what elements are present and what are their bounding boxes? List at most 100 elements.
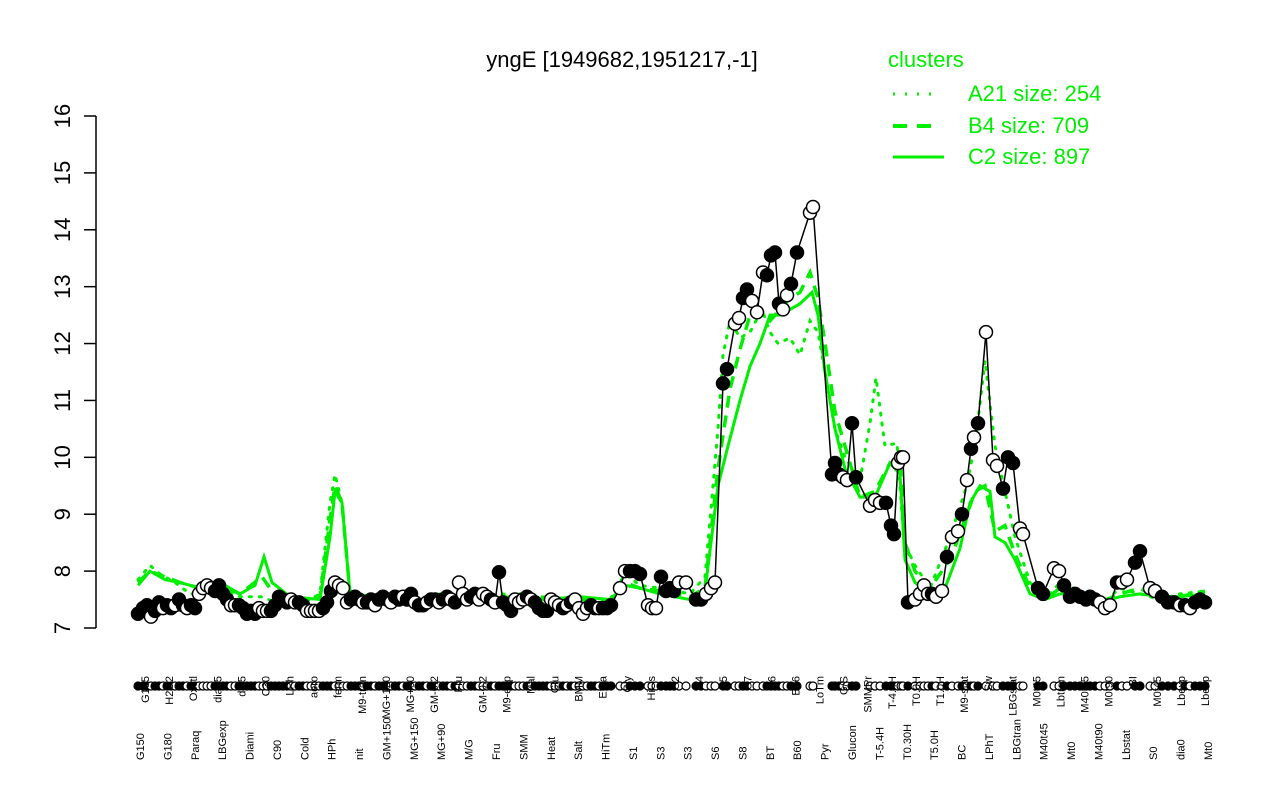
data-point (844, 415, 860, 431)
x-tick-label-bottom: nit (354, 748, 366, 760)
data-point (1005, 455, 1021, 471)
x-tick-label-bottom: LPhT (984, 733, 996, 760)
x-tick-label-top: Sw (983, 676, 995, 691)
cluster-line-dotted (136, 305, 1207, 608)
y-tick-label: 16 (50, 104, 75, 128)
x-tick-label-top: S4 (694, 676, 706, 689)
x-tick-label-bottom: T0.30H (902, 724, 914, 760)
x-tick-label-bottom: Glucon (847, 725, 859, 760)
y-tick-label: 13 (50, 274, 75, 298)
x-tick-label-top: Glu (550, 676, 562, 693)
x-tick-label-bottom: Pyr (820, 743, 832, 760)
data-point (1035, 586, 1051, 602)
cluster-line-dashed (136, 267, 1206, 605)
x-tick-label-bottom: S8 (737, 747, 749, 760)
x-tick-label-bottom: S0 (1148, 747, 1160, 760)
data-point (1056, 578, 1072, 593)
x-tick-label-top: M40t45 (1080, 676, 1092, 713)
data-point (335, 580, 351, 596)
y-tick-label: 12 (50, 331, 75, 355)
x-labels-bottom: G150 G180 Paraq LBGexp Diami C90 Cold HPh nit GM+… (135, 718, 1215, 761)
x-tick-label-top: C30 (260, 676, 272, 696)
data-point (612, 580, 628, 596)
x-tick-label-bottom: LBGexp (217, 720, 229, 760)
data-point (653, 569, 669, 585)
x-tick-label-top: dia15 (212, 676, 224, 703)
legend-entry-a21: A21 size: 254 (968, 81, 1101, 106)
x-tick-label-bottom: G180 (162, 733, 174, 760)
x-tick-label-bottom: S3 (683, 747, 695, 760)
x-tick-label-bottom: MG+150 (409, 718, 421, 761)
x-tick-label-bottom: T5.0H (929, 730, 941, 760)
data-point (731, 310, 747, 326)
x-tick-label-bottom: HPh (327, 739, 339, 760)
legend-title: clusters (888, 47, 964, 72)
chart-title: yngE [1949682,1951217,-1] (486, 47, 758, 72)
x-tick-label-bottom: MG+90 (436, 724, 448, 760)
x-tick-label-bottom: Mt0 (1066, 742, 1078, 760)
x-tick-label-top: S5 (718, 676, 730, 689)
x-labels-top: G135 H2O2 Oxctl dia15 dia5 C30 LPh aero ferm M9-t… (140, 675, 1212, 718)
data-point (632, 566, 648, 582)
x-tick-label-top: T-4.4H (887, 676, 899, 709)
x-tick-label-top: M9-tran (357, 676, 369, 714)
x-tick-label-top: M9-exp (501, 676, 513, 713)
x-tick-label-top: GM-0.2 (429, 676, 441, 713)
x-tick-label-top: G135 (140, 676, 152, 703)
data-point (995, 481, 1011, 496)
data-point (491, 564, 507, 580)
x-tick-label-bottom: SMM (518, 734, 530, 760)
data-point (934, 583, 950, 599)
legend-entry-b4: B4 size: 709 (968, 113, 1089, 138)
x-tick-label-bottom: M/G (464, 739, 476, 760)
data-point (950, 524, 966, 539)
x-tick-label-bottom: Heat (546, 737, 558, 760)
data-point (895, 450, 911, 465)
x-tick-label-top: Gly (622, 676, 634, 693)
x-tick-label-bottom: C90 (272, 740, 284, 760)
x-tick-label-top: G/S (839, 676, 851, 695)
x-tick-label-top: BMM (574, 676, 586, 702)
data-points (130, 199, 1213, 624)
x-tick-label-bottom: HiTm (601, 734, 613, 760)
x-tick-label-bottom: G150 (135, 733, 147, 760)
x-tick-label-top: Fru (453, 676, 465, 693)
x-tick-label-bottom: B60 (792, 740, 804, 760)
data-point (886, 526, 902, 542)
x-tick-label-top: M0t45 (1031, 676, 1043, 707)
x-tick-label-top: dia5 (236, 676, 248, 697)
data-point (959, 472, 975, 488)
x-tick-label-bottom: Cold (299, 737, 311, 760)
x-tick-label-bottom: LBGtran (1011, 719, 1023, 760)
data-point (1102, 597, 1118, 613)
y-tick-label: 14 (50, 218, 75, 242)
x-tick-label-top: MG+120 (381, 676, 393, 719)
y-tick-label: 15 (50, 161, 75, 185)
x-tick-label-top: aero (309, 676, 321, 698)
x-tick-label-top: GM-0.2 (477, 676, 489, 713)
x-tick-label-bottom: dia0 (1176, 739, 1188, 760)
x-tick-label-top: LPh (285, 676, 297, 696)
x-tick-label-top: S7 (742, 676, 754, 689)
y-tick-label: 10 (50, 445, 75, 469)
y-axis: 7 8 9 10 11 12 13 14 15 16 (50, 104, 97, 634)
data-point (749, 305, 765, 320)
data-point (1051, 563, 1067, 579)
x-tick-label-bottom: BT (765, 746, 777, 760)
data-point (719, 361, 735, 377)
x-tick-label-top: ferm (333, 676, 345, 698)
data-point (789, 245, 805, 260)
x-tick-label-top: Lbexp (1176, 676, 1188, 706)
y-tick-label: 9 (50, 508, 75, 520)
data-point (775, 302, 791, 317)
data-point (1132, 543, 1148, 559)
x-tick-label-bottom: T-5.4H (874, 727, 886, 760)
x-tick-label-top: H2O2 (164, 676, 176, 705)
y-tick-label: 11 (50, 389, 75, 412)
x-tick-label-top: LBGstat (1007, 676, 1019, 716)
x-tick-label-bottom: Fru (491, 744, 503, 761)
x-tick-label-bottom: S6 (710, 747, 722, 760)
x-tick-label-top: Lbtran (1055, 676, 1067, 707)
y-tick-label: 7 (50, 622, 75, 634)
